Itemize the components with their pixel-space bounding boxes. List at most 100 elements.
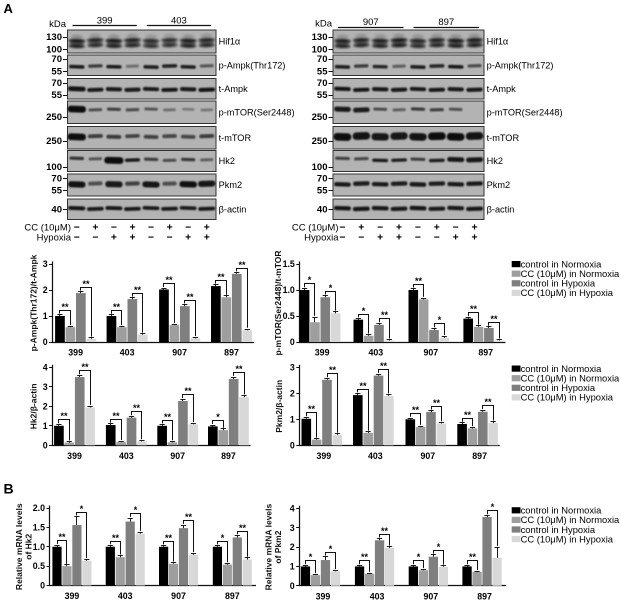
svg-text:907: 907 — [172, 348, 187, 358]
svg-text:403: 403 — [171, 15, 187, 26]
svg-text:**: ** — [164, 412, 172, 422]
svg-text:100: 100 — [46, 162, 62, 173]
svg-text:897: 897 — [438, 17, 454, 28]
svg-text:control in Normoxia: control in Normoxia — [521, 258, 603, 269]
svg-text:Pkm2: Pkm2 — [219, 180, 243, 190]
svg-text:250: 250 — [46, 112, 62, 123]
svg-text:1.0: 1.0 — [33, 542, 45, 552]
svg-text:3: 3 — [290, 523, 295, 533]
svg-text:40: 40 — [317, 205, 328, 216]
svg-text:250: 250 — [312, 112, 328, 123]
svg-text:t-Ampk: t-Ampk — [487, 84, 517, 94]
svg-text:0: 0 — [43, 337, 48, 347]
svg-text:0.5: 0.5 — [33, 561, 45, 571]
svg-text:Hk2/β-actin: Hk2/β-actin — [29, 383, 39, 429]
svg-text:+: + — [129, 222, 135, 233]
svg-text:100: 100 — [46, 45, 62, 56]
svg-text:CC (10μM): CC (10μM) — [24, 223, 71, 234]
svg-text:**: ** — [361, 552, 369, 562]
svg-text:CC (10μM) in Normoxia: CC (10μM) in Normoxia — [521, 373, 620, 384]
svg-text:p-mTOR(Ser2448)/t-mTOR: p-mTOR(Ser2448)/t-mTOR — [273, 250, 283, 355]
svg-text:399: 399 — [316, 451, 331, 461]
svg-text:897: 897 — [477, 591, 492, 601]
svg-text:Hif1α: Hif1α — [487, 37, 509, 47]
svg-text:55: 55 — [317, 186, 328, 197]
svg-text:399: 399 — [316, 591, 331, 601]
svg-text:−: − — [74, 232, 80, 243]
svg-text:1: 1 — [43, 311, 48, 321]
svg-text:**: ** — [381, 526, 389, 536]
svg-text:−: − — [415, 222, 421, 233]
svg-text:+: + — [204, 222, 210, 233]
svg-text:897: 897 — [472, 451, 487, 461]
svg-text:**: ** — [470, 304, 478, 314]
svg-text:907: 907 — [363, 17, 379, 28]
svg-text:**: ** — [484, 397, 492, 407]
svg-text:**: ** — [308, 404, 316, 414]
svg-text:0: 0 — [40, 581, 45, 591]
svg-text:**: ** — [415, 276, 423, 286]
svg-text:1: 1 — [43, 421, 48, 431]
svg-text:399: 399 — [97, 15, 113, 26]
svg-text:40: 40 — [51, 205, 62, 216]
svg-text:CC (10μM) in Hypoxia: CC (10μM) in Hypoxia — [521, 392, 614, 403]
svg-text:of Pkm2: of Pkm2 — [273, 530, 283, 563]
svg-text:of Hk2: of Hk2 — [24, 533, 34, 559]
svg-text:2: 2 — [43, 285, 48, 295]
svg-text:399: 399 — [315, 348, 330, 358]
svg-text:Hypoxia: Hypoxia — [304, 233, 339, 244]
svg-text:CC (10μM): CC (10μM) — [292, 223, 339, 234]
svg-text:55: 55 — [51, 186, 62, 197]
svg-text:Hypoxia: Hypoxia — [37, 233, 72, 244]
svg-text:897: 897 — [478, 348, 493, 358]
svg-text:403: 403 — [120, 348, 135, 358]
svg-text:403: 403 — [119, 451, 134, 461]
svg-text:+: + — [358, 222, 364, 233]
svg-text:897: 897 — [225, 591, 240, 601]
svg-text:+: + — [204, 232, 210, 243]
svg-text:+: + — [396, 222, 402, 233]
svg-text:**: ** — [58, 532, 66, 542]
svg-text:55: 55 — [317, 67, 328, 78]
svg-text:403: 403 — [368, 348, 383, 358]
svg-text:*: * — [329, 283, 333, 293]
svg-text:p-Ampk(Thr172): p-Ampk(Thr172) — [219, 60, 286, 70]
svg-text:−: − — [453, 222, 459, 233]
svg-text:403: 403 — [118, 591, 133, 601]
svg-text:Hk2: Hk2 — [487, 156, 503, 166]
svg-text:Relative mRNA levels: Relative mRNA levels — [14, 503, 24, 590]
svg-text:**: ** — [239, 523, 247, 533]
svg-text:**: ** — [133, 403, 141, 413]
svg-text:−: − — [148, 222, 154, 233]
svg-text:β-actin: β-actin — [487, 204, 515, 214]
svg-text:−: − — [358, 232, 364, 243]
svg-text:control in Normoxia: control in Normoxia — [521, 505, 603, 516]
svg-text:0: 0 — [290, 581, 295, 591]
svg-text:CC (10μM) in Hypoxia: CC (10μM) in Hypoxia — [521, 533, 614, 544]
svg-text:*: * — [438, 315, 442, 325]
svg-text:Relative mRNA levels: Relative mRNA levels — [264, 503, 274, 590]
svg-text:**: ** — [184, 386, 192, 396]
svg-text:p-mTOR(Ser2448): p-mTOR(Ser2448) — [219, 107, 295, 117]
svg-text:907: 907 — [423, 348, 438, 358]
svg-text:t-mTOR: t-mTOR — [219, 133, 252, 143]
svg-text:CC (10μM) in Normoxia: CC (10μM) in Normoxia — [521, 268, 620, 279]
svg-text:*: * — [216, 412, 220, 422]
svg-text:−: − — [339, 232, 345, 243]
svg-text:907: 907 — [171, 591, 186, 601]
svg-text:**: ** — [381, 310, 389, 320]
svg-text:**: ** — [380, 361, 388, 371]
svg-text:70: 70 — [317, 78, 328, 89]
svg-text:+: + — [472, 232, 478, 243]
svg-text:399: 399 — [67, 451, 82, 461]
svg-text:3: 3 — [290, 362, 295, 372]
svg-text:t-mTOR: t-mTOR — [487, 133, 520, 143]
svg-text:p-Ampk(Thr172): p-Ampk(Thr172) — [487, 60, 554, 70]
svg-text:399: 399 — [65, 591, 80, 601]
svg-text:control in Normoxia: control in Normoxia — [521, 363, 603, 374]
svg-text:55: 55 — [51, 67, 62, 78]
svg-text:*: * — [329, 544, 333, 554]
svg-text:−: − — [92, 232, 98, 243]
svg-text:*: * — [80, 504, 84, 514]
svg-text:*: * — [417, 552, 421, 562]
